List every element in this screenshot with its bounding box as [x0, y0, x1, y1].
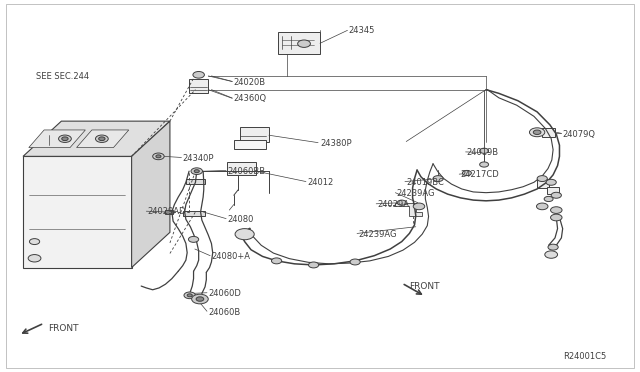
- Circle shape: [61, 137, 68, 141]
- Circle shape: [188, 236, 198, 242]
- Bar: [166, 210, 173, 214]
- Bar: [537, 179, 548, 188]
- Text: 24080+A: 24080+A: [211, 252, 250, 261]
- Text: R24001C5: R24001C5: [563, 352, 606, 361]
- Bar: [182, 211, 205, 216]
- Circle shape: [187, 294, 192, 297]
- Circle shape: [550, 207, 562, 214]
- Bar: [278, 32, 320, 54]
- Text: 24380P: 24380P: [320, 139, 351, 148]
- Polygon shape: [23, 121, 170, 156]
- Circle shape: [537, 176, 547, 182]
- Circle shape: [350, 259, 360, 265]
- Polygon shape: [77, 130, 129, 148]
- Polygon shape: [29, 130, 85, 148]
- Circle shape: [58, 135, 71, 142]
- Circle shape: [463, 170, 471, 176]
- Polygon shape: [23, 156, 132, 267]
- Text: 24060B: 24060B: [208, 308, 241, 317]
- Text: 24060BB: 24060BB: [227, 167, 266, 176]
- Bar: [240, 127, 269, 141]
- Text: 24345: 24345: [349, 26, 375, 35]
- Polygon shape: [132, 121, 170, 267]
- Text: 24360Q: 24360Q: [234, 94, 267, 103]
- Circle shape: [235, 229, 254, 240]
- Circle shape: [29, 238, 40, 244]
- Polygon shape: [396, 203, 422, 216]
- Circle shape: [196, 297, 204, 301]
- Circle shape: [413, 203, 425, 210]
- Circle shape: [397, 200, 406, 205]
- Circle shape: [545, 251, 557, 258]
- Circle shape: [28, 254, 41, 262]
- Text: 24239AG: 24239AG: [358, 230, 397, 239]
- Circle shape: [184, 292, 195, 299]
- Text: 24019BC: 24019BC: [406, 178, 444, 187]
- Circle shape: [271, 258, 282, 264]
- Circle shape: [156, 155, 161, 158]
- Circle shape: [536, 203, 548, 210]
- Circle shape: [533, 130, 541, 135]
- Text: 24079Q: 24079Q: [563, 129, 596, 139]
- Circle shape: [544, 196, 553, 202]
- Text: 24029A: 24029A: [378, 200, 410, 209]
- Bar: [189, 78, 208, 93]
- Circle shape: [479, 162, 488, 167]
- Text: 24012: 24012: [307, 178, 333, 187]
- Circle shape: [99, 137, 105, 141]
- Circle shape: [550, 214, 562, 221]
- Circle shape: [479, 148, 488, 153]
- Text: FRONT: FRONT: [49, 324, 79, 333]
- Text: 24020B: 24020B: [234, 78, 266, 87]
- Text: 24217CD: 24217CD: [461, 170, 499, 179]
- Bar: [234, 140, 266, 149]
- Text: 24239AG: 24239AG: [397, 189, 435, 198]
- Circle shape: [191, 168, 202, 174]
- Bar: [547, 187, 559, 194]
- Circle shape: [529, 128, 545, 137]
- Circle shape: [546, 179, 556, 185]
- Text: 24340P: 24340P: [182, 154, 214, 163]
- Circle shape: [194, 170, 199, 173]
- Text: SEE SEC.244: SEE SEC.244: [36, 72, 89, 81]
- Circle shape: [153, 153, 164, 160]
- Circle shape: [191, 294, 208, 304]
- Circle shape: [308, 262, 319, 268]
- Text: FRONT: FRONT: [410, 282, 440, 291]
- Text: 24019B: 24019B: [467, 148, 499, 157]
- Circle shape: [548, 244, 558, 250]
- Circle shape: [193, 71, 204, 78]
- Circle shape: [433, 176, 444, 182]
- Bar: [186, 179, 205, 184]
- Circle shape: [95, 135, 108, 142]
- Bar: [542, 128, 555, 137]
- Text: 24029AD: 24029AD: [148, 208, 186, 217]
- Circle shape: [298, 40, 310, 47]
- Bar: [227, 162, 256, 175]
- Circle shape: [551, 192, 561, 198]
- Text: 24060D: 24060D: [208, 289, 241, 298]
- Text: 24080: 24080: [227, 215, 254, 224]
